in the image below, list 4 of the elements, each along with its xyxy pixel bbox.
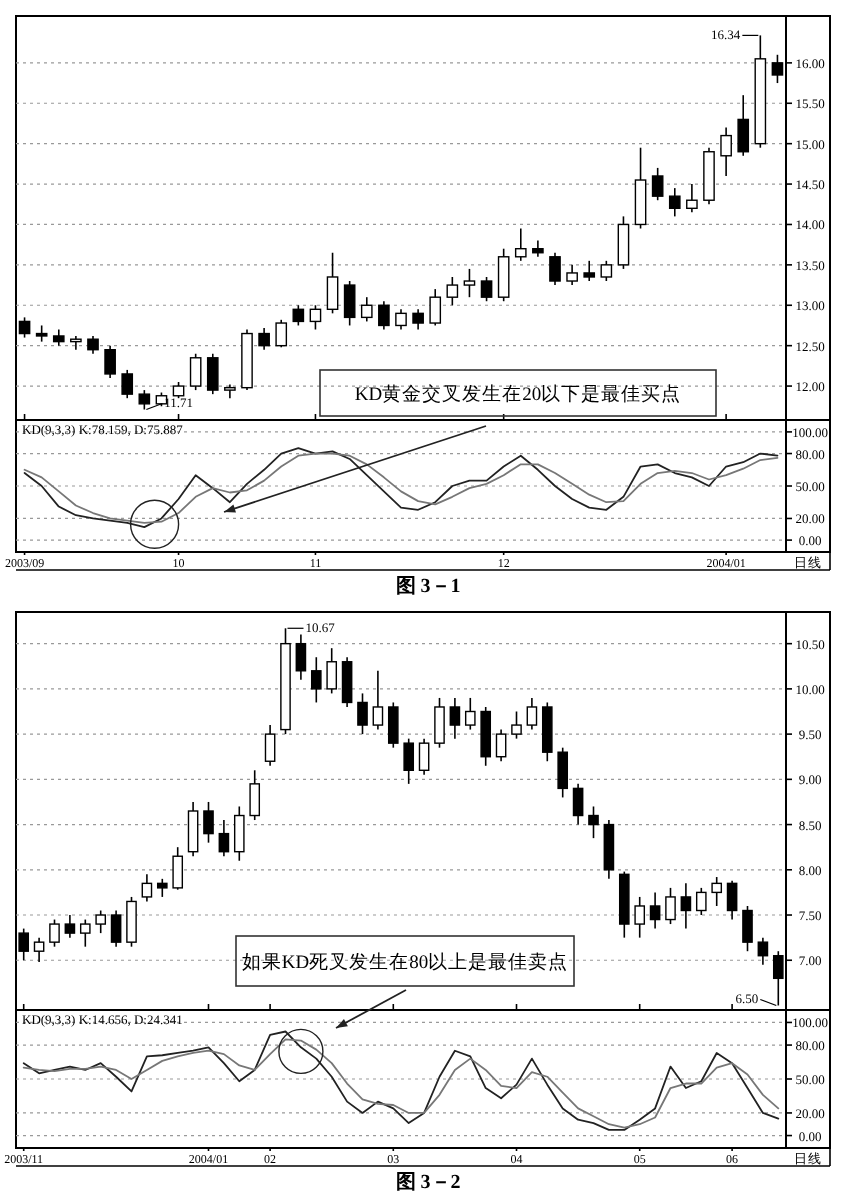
annotation: 如果KD死叉发生在80以上是最佳卖点 <box>241 950 569 974</box>
caption: 图 3－1 <box>395 576 461 598</box>
caption: 图 3－2 <box>395 1172 461 1194</box>
annotation: KD黄金交叉发生在20以下是最佳买点 <box>354 382 682 406</box>
